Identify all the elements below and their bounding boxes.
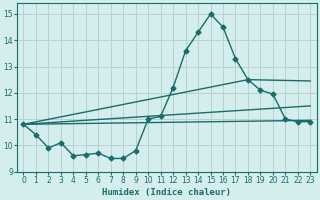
X-axis label: Humidex (Indice chaleur): Humidex (Indice chaleur) xyxy=(102,188,231,197)
